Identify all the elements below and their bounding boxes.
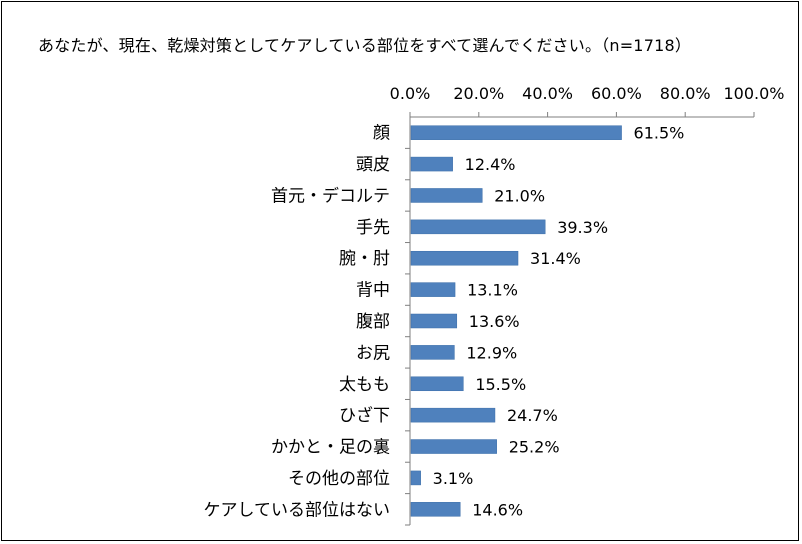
category-label: 背中 (356, 281, 390, 301)
bar (410, 407, 496, 423)
x-tick-label: 0.0% (390, 84, 431, 103)
category-label: その他の部位 (288, 469, 390, 489)
value-label: 61.5% (634, 124, 685, 143)
value-label: 3.1% (433, 469, 474, 488)
category-label: 太もも (339, 375, 390, 395)
bar (410, 345, 455, 360)
bar (410, 470, 421, 486)
category-label: 首元・デコルテ (271, 185, 390, 206)
category-label: お尻 (356, 343, 390, 363)
category-label: かかと・足の裏 (271, 437, 390, 458)
value-labels: 61.5% 12.4% 21.0% 39.3% 31.4% 13.1% 13.6% 12.9%… (433, 124, 685, 520)
bar (410, 376, 464, 392)
x-tick-label: 20.0% (453, 84, 504, 103)
x-tick-label: 80.0% (660, 84, 711, 103)
category-label: 頭皮 (356, 155, 390, 175)
bar (410, 219, 546, 235)
value-label: 24.7% (507, 406, 558, 425)
value-label: 31.4% (530, 249, 581, 268)
category-label: ケアしている部位はない (204, 500, 391, 520)
value-label: 15.5% (475, 375, 526, 394)
chart-title: あなたが、現在、乾燥対策としてケアしている部位をすべて選んでください。（n=17… (38, 36, 692, 55)
x-tick-label: 100.0% (723, 84, 784, 103)
value-label: 39.3% (557, 218, 608, 237)
bar (410, 125, 622, 140)
category-label: 腹部 (356, 312, 390, 332)
category-label: 腕・肘 (339, 249, 390, 269)
bar (410, 156, 453, 172)
category-labels: 顔頭皮首元・デコルテ手先腕・肘背中腹部お尻太ももひざ下かかと・足の裏その他の部位… (204, 124, 391, 521)
category-label: 顔 (373, 124, 390, 144)
value-label: 14.6% (472, 500, 523, 519)
value-label: 12.4% (465, 155, 516, 174)
bar (410, 313, 458, 329)
bar (410, 282, 456, 297)
x-tick-label: 60.0% (591, 84, 642, 103)
bar (410, 502, 461, 517)
x-tick-label: 40.0% (522, 84, 573, 103)
bar (410, 188, 483, 203)
bars (410, 125, 622, 517)
bar (410, 439, 497, 454)
value-label: 21.0% (494, 186, 545, 205)
axis-lines (405, 116, 754, 526)
x-axis-ticks: 0.0% 20.0% 40.0% 60.0% 80.0% 100.0% (390, 84, 785, 117)
value-label: 25.2% (509, 438, 560, 457)
value-label: 13.1% (467, 281, 518, 300)
value-label: 12.9% (466, 343, 517, 362)
category-label: ひざ下 (339, 405, 390, 426)
bar (410, 250, 519, 266)
category-label: 手先 (356, 218, 390, 238)
value-label: 13.6% (469, 312, 520, 331)
